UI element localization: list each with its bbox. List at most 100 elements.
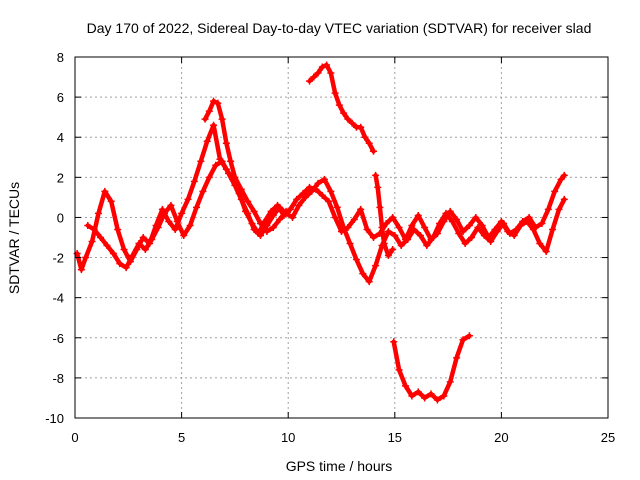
- y-tick-label: 4: [57, 130, 64, 145]
- series-line: [202, 98, 289, 234]
- data-point: [94, 209, 102, 217]
- data-point: [84, 221, 92, 229]
- data-point: [288, 213, 296, 221]
- data-point: [376, 203, 384, 211]
- ticks: 0 5 10 15 20 25 -10 -8 -6 -4 -2 0 2 4 6 8: [45, 50, 615, 445]
- data-point: [525, 213, 533, 221]
- data-point: [361, 133, 369, 141]
- data-point: [225, 169, 233, 177]
- y-tick-label: -4: [52, 291, 64, 306]
- data-point: [352, 256, 360, 264]
- data-point: [331, 213, 339, 221]
- y-tick-label: 6: [57, 90, 64, 105]
- data-point: [154, 223, 162, 231]
- data-point: [165, 217, 173, 225]
- data-point: [416, 231, 424, 239]
- data-point: [103, 242, 111, 250]
- series-track-2: [84, 157, 568, 286]
- data-point: [493, 227, 501, 235]
- data-point: [369, 147, 377, 155]
- y-tick-label: -10: [45, 411, 64, 426]
- data-point: [263, 227, 271, 235]
- data-point: [390, 338, 398, 346]
- data-point: [433, 396, 441, 404]
- x-tick-label: 10: [281, 430, 295, 445]
- data-point: [173, 217, 181, 225]
- data-point: [306, 183, 314, 191]
- data-point: [474, 223, 482, 231]
- data-point: [363, 225, 371, 233]
- data-point: [190, 177, 198, 185]
- data-point: [227, 157, 235, 165]
- data-point: [453, 215, 461, 223]
- data-point: [544, 205, 552, 213]
- data-point: [82, 254, 90, 262]
- data-point: [519, 217, 527, 225]
- data-point: [135, 240, 143, 248]
- data-point: [414, 211, 422, 219]
- data-point: [512, 225, 520, 233]
- data-point: [122, 264, 130, 272]
- data-point: [344, 115, 352, 123]
- data-point: [244, 209, 252, 217]
- data-point: [203, 137, 211, 145]
- data-point: [88, 238, 96, 246]
- data-point: [465, 221, 473, 229]
- data-point: [372, 262, 380, 270]
- data-point: [299, 189, 307, 197]
- data-point: [199, 187, 207, 195]
- data-point: [461, 240, 469, 248]
- data-point: [327, 69, 335, 77]
- data-point: [472, 213, 480, 221]
- data-point: [560, 195, 568, 203]
- data-point: [158, 205, 166, 213]
- data-point: [218, 157, 226, 165]
- data-point: [455, 229, 463, 237]
- data-point: [389, 213, 397, 221]
- data-point: [267, 207, 275, 215]
- data-point: [404, 236, 412, 244]
- data-point: [436, 219, 444, 227]
- series-line: [307, 62, 376, 154]
- data-point: [397, 242, 405, 250]
- x-tick-label: 0: [71, 430, 78, 445]
- data-point: [327, 187, 335, 195]
- data-point: [295, 201, 303, 209]
- series-line: [85, 159, 567, 284]
- series-line: [391, 333, 472, 403]
- data-point: [346, 240, 354, 248]
- data-point: [141, 246, 149, 254]
- data-point: [500, 219, 508, 227]
- data-point: [148, 236, 156, 244]
- x-tick-label: 5: [178, 430, 185, 445]
- data-point: [378, 223, 386, 231]
- data-point: [421, 394, 429, 402]
- series-layer: [73, 61, 568, 404]
- x-tick-label: 20: [494, 430, 508, 445]
- data-point: [318, 63, 326, 71]
- data-point: [197, 157, 205, 165]
- data-point: [231, 173, 239, 181]
- series-track-1: [73, 121, 568, 274]
- y-tick-label: -6: [52, 331, 64, 346]
- data-point: [244, 197, 252, 205]
- data-point: [538, 219, 546, 227]
- data-point: [101, 187, 109, 195]
- data-point: [282, 207, 290, 215]
- data-point: [448, 217, 456, 225]
- data-point: [184, 195, 192, 203]
- data-point: [408, 392, 416, 400]
- data-point: [201, 115, 209, 123]
- data-point: [557, 175, 565, 183]
- y-axis-label: SDTVAR / TECUs: [6, 182, 22, 294]
- data-point: [167, 201, 175, 209]
- data-point: [365, 139, 373, 147]
- data-point: [323, 61, 331, 69]
- data-point: [391, 231, 399, 239]
- data-point: [237, 195, 245, 203]
- data-point: [551, 187, 559, 195]
- data-point: [395, 223, 403, 231]
- data-point: [218, 115, 226, 123]
- data-point: [542, 248, 550, 256]
- data-point: [212, 161, 220, 169]
